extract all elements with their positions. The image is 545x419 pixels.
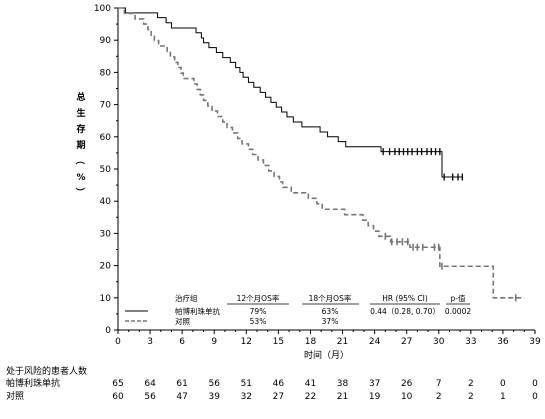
risk-count: 19 xyxy=(369,392,381,402)
risk-count: 61 xyxy=(176,379,187,389)
risk-count: 1 xyxy=(500,392,506,402)
risk-count: 51 xyxy=(241,379,252,389)
legend-series-name: 帕博利珠单抗 xyxy=(175,306,220,316)
x-tick-label: 39 xyxy=(529,337,541,347)
risk-count: 0 xyxy=(532,392,538,402)
risk-count: 65 xyxy=(112,379,123,389)
risk-count: 2 xyxy=(468,379,474,389)
x-tick-label: 15 xyxy=(273,337,284,347)
y-axis-label-char: ） xyxy=(74,187,85,196)
legend-hr: 0.44（0.28, 0.70） xyxy=(370,307,440,316)
legend-header-4: p-值 xyxy=(451,293,466,303)
legend-os12: 79% xyxy=(250,307,267,316)
legend-p-value: 0.0002 xyxy=(445,307,471,316)
y-axis-label-char: （ xyxy=(74,155,85,164)
y-axis-label-char: 生 xyxy=(76,107,85,119)
y-axis-label-char: 总 xyxy=(76,91,85,103)
x-tick-label: 0 xyxy=(115,337,121,347)
x-tick-label: 36 xyxy=(497,337,509,347)
legend-header-1: 12个月OS率 xyxy=(237,293,280,303)
y-axis-label-char: 期 xyxy=(76,139,85,151)
legend-header-2: 18个月OS率 xyxy=(309,293,352,303)
risk-count: 0 xyxy=(532,379,538,389)
y-tick-label: 30 xyxy=(100,229,112,239)
y-tick-label: 10 xyxy=(100,294,112,304)
legend-series-name: 对照 xyxy=(175,316,190,326)
legend-os18: 37% xyxy=(322,317,339,326)
y-tick-label: 80 xyxy=(100,68,112,78)
risk-count: 41 xyxy=(305,379,316,389)
y-tick-label: 0 xyxy=(105,326,111,336)
risk-count: 47 xyxy=(176,392,187,402)
x-tick-label: 21 xyxy=(337,337,348,347)
risk-count: 2 xyxy=(436,392,442,402)
risk-count: 32 xyxy=(241,392,252,402)
risk-count: 10 xyxy=(401,392,413,402)
legend-header-3: HR (95% CI) xyxy=(382,294,428,303)
y-tick-label: 60 xyxy=(100,133,112,143)
y-tick-label: 40 xyxy=(100,197,112,207)
risk-count: 7 xyxy=(436,379,442,389)
pembrolizumab-curve xyxy=(118,7,463,178)
risk-count: 38 xyxy=(337,379,349,389)
legend-os18: 63% xyxy=(322,307,339,316)
risk-count: 21 xyxy=(337,392,348,402)
y-axis-label-char: % xyxy=(76,173,85,183)
x-tick-label: 9 xyxy=(211,337,217,347)
legend-os12: 53% xyxy=(250,317,267,326)
y-tick-label: 100 xyxy=(94,4,111,14)
legend-header-0: 治疗组 xyxy=(175,293,198,303)
x-tick-label: 12 xyxy=(241,337,252,347)
risk-count: 26 xyxy=(401,379,413,389)
risk-count: 37 xyxy=(369,379,380,389)
risk-row-label: 对照 xyxy=(6,390,24,402)
y-tick-label: 70 xyxy=(100,101,112,111)
risk-count: 64 xyxy=(144,379,156,389)
x-tick-label: 3 xyxy=(147,337,153,347)
risk-table-title: 处于风险的患者人数 xyxy=(6,365,87,377)
x-tick-label: 30 xyxy=(433,337,445,347)
survival-curves xyxy=(118,7,525,302)
risk-count: 27 xyxy=(273,392,284,402)
x-tick-label: 18 xyxy=(305,337,317,347)
risk-count: 56 xyxy=(144,392,156,402)
x-axis-label: 时间（月） xyxy=(304,349,349,361)
y-axis-label-char: 存 xyxy=(76,123,85,135)
y-tick-label: 20 xyxy=(100,262,112,272)
risk-count: 22 xyxy=(305,392,316,402)
risk-count: 0 xyxy=(500,379,506,389)
x-tick-label: 6 xyxy=(179,337,185,347)
x-tick-label: 33 xyxy=(465,337,476,347)
risk-row-label: 帕博利珠单抗 xyxy=(6,377,60,389)
risk-count: 46 xyxy=(273,379,285,389)
control-curve xyxy=(118,7,525,299)
risk-count: 60 xyxy=(112,392,124,402)
risk-count: 56 xyxy=(209,379,221,389)
risk-count: 39 xyxy=(209,392,221,402)
x-tick-label: 27 xyxy=(401,337,412,347)
risk-count: 2 xyxy=(468,392,474,402)
y-tick-label: 90 xyxy=(100,36,112,46)
x-tick-label: 24 xyxy=(369,337,381,347)
y-tick-label: 50 xyxy=(100,165,112,175)
